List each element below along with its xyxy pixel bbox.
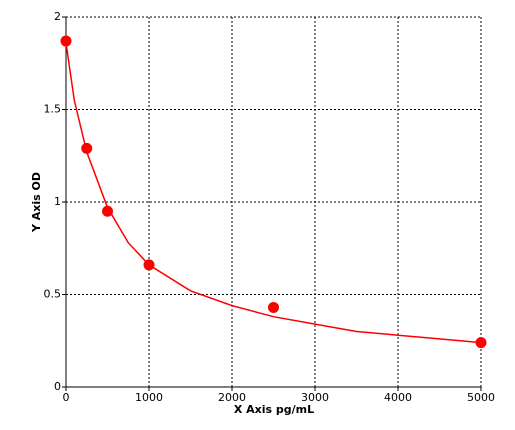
x-axis-label: X Axis pg/mL — [234, 403, 314, 416]
x-tick-label: 5000 — [467, 391, 495, 404]
x-tick-label: 3000 — [301, 391, 329, 404]
y-tick-label: 0.5 — [44, 288, 62, 301]
x-tick-label: 1000 — [135, 391, 163, 404]
y-tick-label: 0 — [54, 380, 61, 393]
y-tick-label: 1.5 — [44, 103, 62, 116]
y-tick-label: 2 — [54, 10, 61, 23]
x-tick-label: 2000 — [218, 391, 246, 404]
y-tick-label: 1 — [54, 195, 61, 208]
x-tick-label: 0 — [63, 391, 70, 404]
data-point — [81, 142, 93, 154]
data-point — [268, 301, 279, 313]
x-tick-label: 4000 — [384, 391, 412, 404]
y-axis-label: Y Axis OD — [30, 172, 43, 233]
data-point — [60, 35, 72, 47]
data-point — [143, 259, 155, 271]
data-point — [102, 205, 113, 217]
fit-curve — [65, 42, 482, 344]
data-point — [475, 337, 487, 349]
